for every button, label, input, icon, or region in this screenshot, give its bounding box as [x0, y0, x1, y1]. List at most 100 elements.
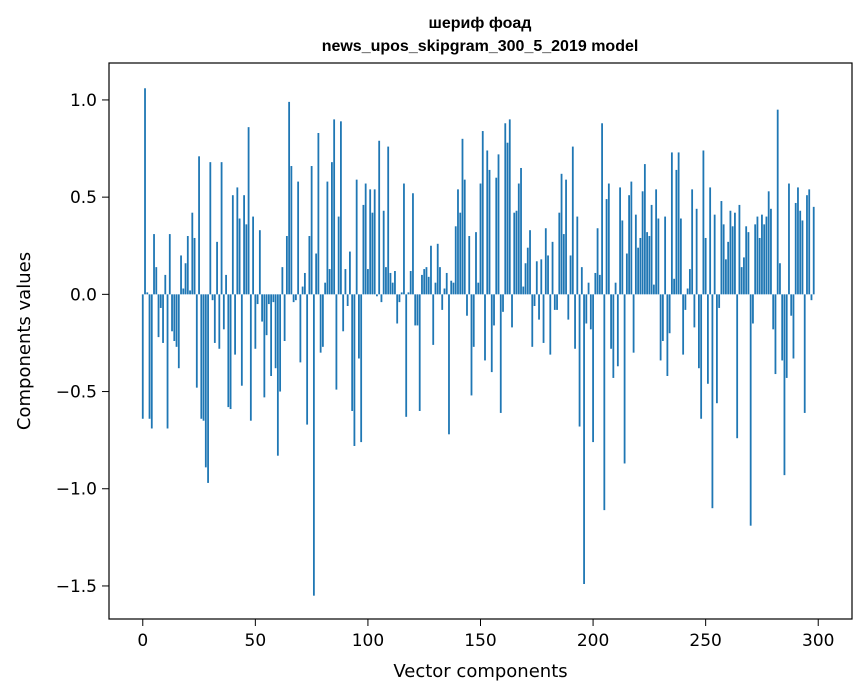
- bar-component-14: [173, 294, 176, 341]
- bar-component-183: [553, 294, 556, 310]
- bar-component-242: [686, 288, 689, 295]
- bar-component-247: [698, 294, 700, 369]
- bar-component-109: [387, 146, 390, 295]
- bar-component-2: [146, 292, 149, 295]
- bar-component-276: [763, 224, 766, 295]
- bar-component-113: [396, 294, 399, 324]
- bar-component-43: [238, 218, 241, 295]
- bar-component-85: [333, 119, 336, 295]
- bar-component-114: [398, 294, 401, 303]
- bar-component-47: [247, 127, 250, 295]
- bar-component-11: [166, 294, 169, 429]
- bar-component-84: [331, 162, 333, 295]
- bar-component-75: [310, 166, 313, 295]
- bar-component-258: [722, 224, 725, 295]
- bar-component-196: [583, 294, 585, 584]
- bar-component-79: [319, 294, 322, 353]
- bar-component-291: [797, 187, 799, 295]
- bar-component-96: [358, 294, 360, 359]
- bar-component-154: [488, 169, 491, 295]
- bar-component-68: [294, 294, 297, 301]
- bar-component-169: [522, 286, 525, 295]
- bar-component-250: [704, 237, 707, 295]
- bar-component-106: [380, 294, 383, 303]
- bar-component-234: [668, 294, 671, 334]
- bar-component-245: [693, 294, 696, 328]
- bar-component-15: [175, 294, 178, 347]
- bar-component-65: [288, 101, 291, 295]
- bar-component-139: [454, 226, 457, 295]
- bar-component-120: [412, 193, 414, 295]
- bar-component-63: [283, 294, 286, 341]
- bar-component-297: [810, 294, 813, 301]
- bar-component-277: [765, 216, 768, 295]
- bar-component-248: [700, 294, 703, 419]
- bar-component-254: [713, 214, 716, 295]
- bar-component-175: [535, 261, 538, 295]
- bar-component-156: [493, 294, 495, 326]
- bar-component-27: [202, 294, 205, 421]
- bar-component-205: [603, 294, 606, 511]
- bar-component-264: [736, 294, 739, 439]
- bar-component-62: [281, 267, 284, 295]
- bar-component-168: [520, 167, 522, 295]
- bar-component-132: [439, 267, 441, 295]
- y-tick-label: 1.0: [70, 91, 97, 111]
- bar-component-6: [155, 267, 158, 295]
- bar-component-119: [409, 271, 412, 295]
- bar-component-215: [625, 253, 628, 295]
- bar-component-125: [423, 269, 426, 295]
- bar-component-38: [227, 294, 230, 408]
- y-tick-label: −0.5: [56, 383, 97, 403]
- bar-component-115: [400, 292, 403, 295]
- bar-component-49: [252, 216, 254, 295]
- bar-component-172: [529, 230, 531, 295]
- bar-component-200: [592, 294, 594, 443]
- x-tick-label: 0: [137, 631, 148, 651]
- bar-component-60: [276, 294, 279, 456]
- bar-component-117: [405, 294, 408, 417]
- bar-component-190: [569, 255, 572, 295]
- plot-area-frame: [108, 62, 853, 620]
- bar-component-87: [337, 216, 340, 295]
- y-axis-label: Components values: [14, 252, 35, 430]
- y-tick-label: −1.0: [56, 480, 97, 500]
- bar-component-165: [513, 212, 516, 295]
- bar-component-3: [148, 294, 151, 419]
- x-tick-label: 300: [802, 631, 834, 651]
- bar-component-1: [144, 88, 146, 295]
- bar-component-266: [740, 267, 743, 295]
- bar-component-91: [346, 294, 349, 306]
- chart-title-line-2: news_upos_skipgram_300_5_2019 model: [322, 38, 639, 55]
- bar-component-179: [544, 228, 547, 295]
- bar-component-161: [504, 123, 507, 295]
- bar-component-24: [195, 294, 198, 388]
- bar-component-159: [499, 294, 502, 413]
- bar-component-29: [207, 294, 209, 483]
- bar-component-260: [727, 241, 730, 295]
- bar-component-42: [236, 187, 239, 295]
- x-tick-label: 150: [464, 631, 496, 651]
- bar-component-162: [506, 142, 509, 295]
- bar-component-140: [457, 189, 459, 295]
- bar-component-26: [200, 294, 203, 419]
- bar-component-294: [803, 294, 806, 413]
- bar-component-13: [171, 294, 173, 332]
- bar-component-31: [211, 294, 214, 301]
- bar-component-77: [315, 253, 318, 295]
- bar-component-292: [799, 210, 802, 295]
- bar-component-83: [328, 269, 331, 295]
- bar-component-51: [256, 294, 259, 305]
- bars-layer: [141, 88, 815, 596]
- bar-component-223: [643, 164, 646, 295]
- bar-component-128: [430, 245, 432, 295]
- bar-component-293: [801, 220, 804, 295]
- bar-component-185: [558, 212, 561, 295]
- bar-component-137: [450, 280, 453, 295]
- bar-component-108: [385, 267, 387, 295]
- bar-component-76: [312, 294, 315, 596]
- bar-component-52: [258, 230, 261, 295]
- bar-component-86: [335, 294, 338, 390]
- bar-component-149: [477, 282, 480, 295]
